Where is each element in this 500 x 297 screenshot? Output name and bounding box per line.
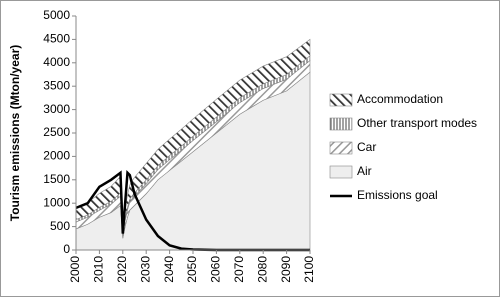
x-tick-label: 2080 <box>255 256 269 283</box>
legend-label: Accommodation <box>357 92 443 106</box>
legend-label: Emissions goal <box>357 188 438 202</box>
y-tick-label: 4000 <box>43 55 70 69</box>
y-tick-label: 5000 <box>43 8 70 22</box>
y-tick-label: 1500 <box>43 172 70 186</box>
legend-swatch <box>329 141 353 155</box>
x-tick-label: 2000 <box>68 256 82 283</box>
legend-label: Other transport modes <box>357 116 477 130</box>
y-tick-label: 500 <box>50 219 70 233</box>
x-tick-label: 2100 <box>302 256 316 283</box>
legend-label: Car <box>357 140 376 154</box>
x-tick-label: 2050 <box>185 256 199 283</box>
y-axis-label: Tourism emissions (Mton/year) <box>8 45 22 221</box>
legend-swatch <box>329 117 353 131</box>
y-tick-label: 1000 <box>43 195 70 209</box>
x-tick-label: 2090 <box>279 256 293 283</box>
y-tick-label: 4500 <box>43 32 70 46</box>
y-tick-label: 2000 <box>43 149 70 163</box>
x-tick-label: 2060 <box>209 256 223 283</box>
y-tick-label: 0 <box>63 242 70 256</box>
y-tick-label: 3500 <box>43 78 70 92</box>
legend-swatch <box>329 165 353 179</box>
x-tick-label: 2030 <box>138 256 152 283</box>
legend-label: Air <box>357 164 372 178</box>
x-tick-label: 2020 <box>115 256 129 283</box>
x-tick-label: 2040 <box>162 256 176 283</box>
x-tick-label: 2070 <box>232 256 246 283</box>
y-tick-label: 3000 <box>43 102 70 116</box>
x-tick-label: 2010 <box>92 256 106 283</box>
legend-swatch <box>329 93 353 107</box>
y-tick-label: 2500 <box>43 125 70 139</box>
